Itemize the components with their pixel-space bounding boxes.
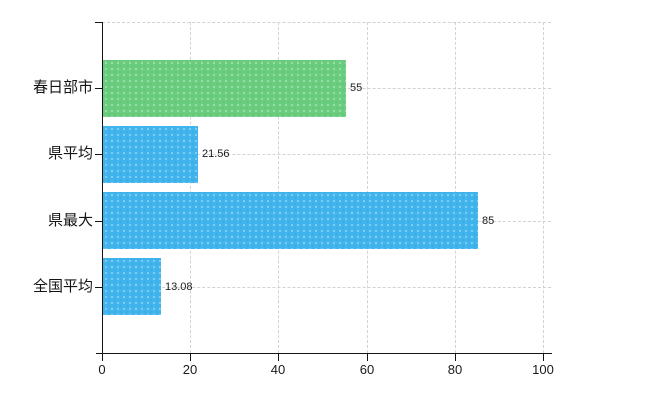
bar-2 <box>103 192 478 249</box>
y-axis-tick-2 <box>95 221 102 222</box>
x-axis-tick-20 <box>190 354 191 361</box>
bar-value-label-1: 21.56 <box>202 148 230 160</box>
x-axis-tick-100 <box>543 354 544 361</box>
x-axis-tick-80 <box>455 354 456 361</box>
x-axis-tick-label-100: 100 <box>532 362 554 377</box>
gridline-x-40 <box>278 22 279 353</box>
bar-0 <box>103 60 346 117</box>
bar-3 <box>103 258 161 315</box>
category-label-2: 県最大 <box>47 212 93 229</box>
y-axis-tick-1 <box>95 154 102 155</box>
x-axis <box>96 353 552 354</box>
y-axis-tick-0 <box>95 88 102 89</box>
x-axis-tick-label-80: 80 <box>447 362 463 377</box>
x-axis-tick-label-0: 0 <box>98 362 106 377</box>
gridline-x-20 <box>190 22 191 353</box>
category-label-1: 県平均 <box>47 145 93 162</box>
y-axis-top-tick <box>95 22 102 23</box>
x-axis-tick-label-20: 20 <box>182 362 198 377</box>
gridline-top <box>102 22 551 23</box>
x-axis-tick-40 <box>278 354 279 361</box>
gridline-x-100 <box>543 22 544 353</box>
y-axis-tick-3 <box>95 287 102 288</box>
x-axis-tick-60 <box>367 354 368 361</box>
bar-value-label-0: 55 <box>350 82 363 94</box>
gridline-category-1 <box>102 154 551 155</box>
x-axis-tick-label-60: 60 <box>359 362 375 377</box>
bar-value-label-3: 13.08 <box>165 281 193 293</box>
y-axis <box>102 22 103 353</box>
gridline-category-3 <box>102 287 551 288</box>
gridline-x-60 <box>367 22 368 353</box>
bar-1 <box>103 126 198 183</box>
category-label-0: 春日部市 <box>32 79 93 96</box>
gridline-x-80 <box>455 22 456 353</box>
x-axis-tick-0 <box>102 354 103 361</box>
bar-value-label-2: 85 <box>482 215 495 227</box>
category-label-3: 全国平均 <box>32 278 93 295</box>
x-axis-tick-label-40: 40 <box>270 362 286 377</box>
